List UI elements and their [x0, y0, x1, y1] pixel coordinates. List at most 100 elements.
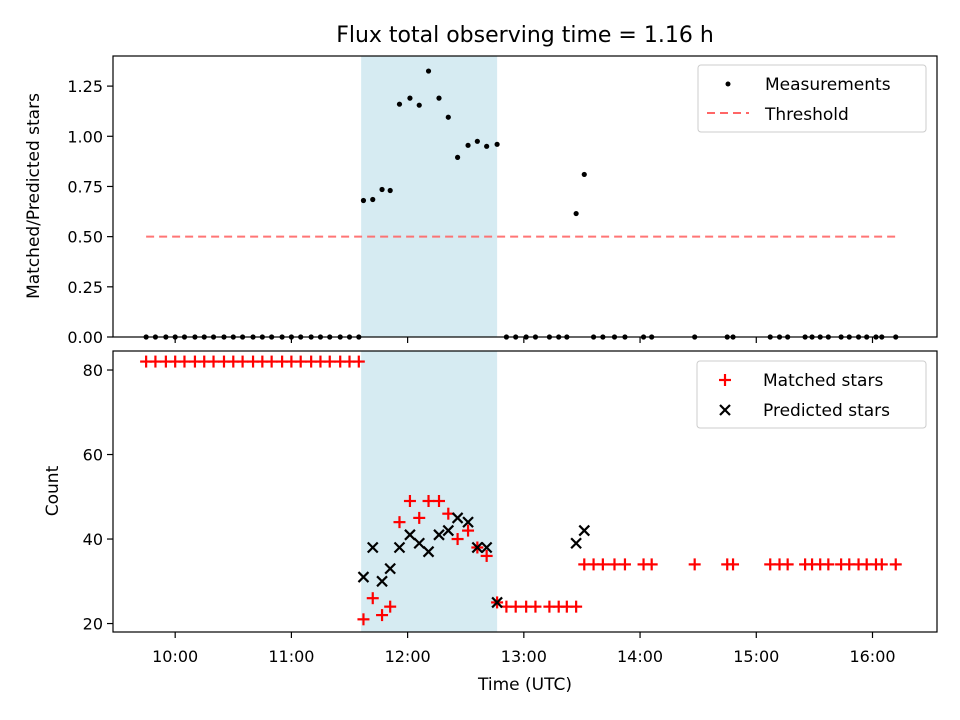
- matched-star-point: [462, 524, 475, 537]
- predicted-star-point: [433, 529, 445, 541]
- top-axes-frame: [112, 55, 938, 338]
- measurement-point: [396, 101, 403, 107]
- predicted-star-point: [413, 537, 426, 550]
- x-tick-label: 10:00: [152, 647, 198, 666]
- matched-star-point: [688, 558, 701, 571]
- matched-star-point: [608, 558, 621, 571]
- predicted-star-point: [578, 524, 591, 537]
- measurement-point: [425, 68, 432, 74]
- matched-star-point: [357, 613, 370, 626]
- predicted-star-point: [570, 537, 582, 550]
- matched-star-point: [323, 355, 336, 368]
- measurement-point: [407, 95, 413, 101]
- matched-star-point: [451, 533, 464, 546]
- measurement-point: [465, 142, 471, 148]
- top-x-ticks: [174, 337, 874, 343]
- matched-star-point: [178, 355, 191, 368]
- matched-star-point: [645, 558, 658, 571]
- predicted-star-point: [366, 541, 379, 554]
- predicted-star-point: [491, 596, 503, 609]
- count-points: [140, 355, 902, 626]
- matched-star-point: [149, 355, 162, 368]
- measurement-point: [436, 95, 442, 101]
- y-tick-label: 0.75: [67, 177, 103, 196]
- top-legend: Measurements Threshold: [697, 64, 927, 133]
- matched-star-point: [432, 495, 445, 508]
- y-tick-label: 80: [83, 361, 103, 380]
- matched-star-point: [236, 355, 249, 368]
- x-tick-label: 13:00: [501, 647, 547, 666]
- predicted-star-point: [376, 575, 388, 588]
- predicted-star-point: [471, 541, 484, 554]
- predicted-star-point: [422, 545, 435, 558]
- matched-star-point: [352, 355, 365, 368]
- x-tick-label: 11:00: [268, 647, 314, 666]
- matched-star-point: [384, 600, 397, 613]
- bottom-y-ticks: 20 40 60 80: [83, 361, 113, 634]
- matched-star-point: [366, 592, 379, 605]
- matched-star-point: [727, 558, 740, 571]
- measurement-point: [494, 141, 500, 147]
- measurement-point: [379, 186, 385, 193]
- matched-star-point: [822, 558, 835, 571]
- predicted-star-point: [451, 512, 464, 524]
- measurement-point: [484, 143, 490, 149]
- predicted-star-point: [462, 516, 474, 528]
- bottom-legend: Matched stars Predicted stars: [696, 360, 927, 429]
- measurement-point: [416, 102, 422, 108]
- matched-star-point: [265, 355, 278, 368]
- top-y-ticks: 0.00 0.25 0.50 0.75 1.00 1.25: [67, 77, 113, 347]
- matched-star-point: [781, 558, 794, 571]
- matched-star-point: [596, 558, 609, 571]
- matched-star-point: [422, 495, 435, 508]
- matched-star-point: [509, 600, 522, 613]
- y-tick-label: 60: [83, 446, 103, 465]
- matched-star-point: [570, 600, 583, 613]
- measurement-point: [454, 154, 461, 160]
- y-tick-label: 1.25: [67, 77, 103, 96]
- chart-title: Flux total observing time = 1.16 h: [336, 23, 714, 48]
- matched-star-point: [413, 511, 426, 524]
- matched-star-point: [529, 600, 542, 613]
- x-axis-label: Time (UTC): [477, 675, 572, 695]
- predicted-star-point: [480, 541, 493, 554]
- matched-star-point: [618, 558, 631, 571]
- predicted-star-point: [384, 562, 396, 575]
- measurement-point: [573, 210, 579, 217]
- y-tick-label: 20: [83, 615, 103, 634]
- matched-star-point: [403, 495, 416, 508]
- bottom-axes-frame: [112, 350, 938, 633]
- legend-predicted-marker: [719, 404, 731, 416]
- matched-star-point: [889, 558, 902, 571]
- legend-matched-label: Matched stars: [763, 371, 883, 391]
- bottom-highlight-span: [361, 351, 498, 632]
- matched-star-point: [393, 516, 406, 529]
- matched-star-point: [294, 355, 307, 368]
- legend-threshold-label: Threshold: [764, 105, 849, 125]
- measurement-point: [370, 196, 376, 203]
- top-highlight-span: [361, 56, 498, 337]
- measurement-point: [360, 197, 367, 204]
- measurement-point: [445, 114, 451, 120]
- legend-measurements-label: Measurements: [765, 75, 891, 95]
- matched-star-point: [207, 355, 220, 368]
- predicted-star-point: [442, 524, 455, 537]
- legend-matched-marker: [719, 374, 731, 386]
- matched-star-point: [480, 549, 493, 562]
- bottom-x-ticks: 10:00 11:00 12:00 13:00 14:00 15:00 16:00: [152, 632, 896, 666]
- x-tick-label: 16:00: [849, 647, 895, 666]
- predicted-star-point: [393, 541, 406, 554]
- x-tick-label: 14:00: [617, 647, 663, 666]
- x-tick-label: 12:00: [385, 647, 431, 666]
- y-tick-label: 0.00: [67, 328, 103, 347]
- legend-predicted-label: Predicted stars: [763, 401, 890, 421]
- y-tick-label: 40: [83, 530, 103, 549]
- predicted-star-point: [357, 571, 370, 583]
- x-tick-label: 15:00: [733, 647, 779, 666]
- y-tick-label: 0.50: [67, 228, 103, 247]
- measurement-point: [387, 187, 393, 194]
- measurement-point: [581, 171, 587, 178]
- matched-star-point: [875, 558, 888, 571]
